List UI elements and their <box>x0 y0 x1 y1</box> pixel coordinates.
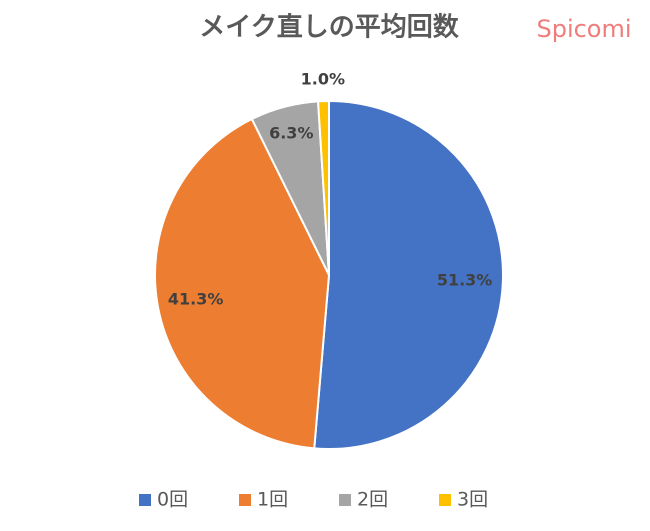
data-label: 41.3% <box>168 290 224 309</box>
legend-swatch <box>439 494 451 506</box>
legend-label: 1回 <box>257 489 288 511</box>
legend-swatch <box>139 494 151 506</box>
chart-title: メイク直しの平均回数 <box>199 13 459 43</box>
legend-swatch <box>339 494 351 506</box>
watermark: Spicomi <box>536 15 631 43</box>
legend-label: 0回 <box>157 489 188 511</box>
legend-swatch <box>239 494 251 506</box>
data-label: 1.0% <box>301 70 345 89</box>
pie-slice <box>317 99 330 276</box>
pie-slice <box>313 99 504 450</box>
legend-label: 3回 <box>457 489 488 511</box>
legend-label: 2回 <box>357 489 388 511</box>
data-label: 51.3% <box>437 270 493 289</box>
data-label: 6.3% <box>269 123 313 142</box>
pie-slice <box>154 117 331 450</box>
